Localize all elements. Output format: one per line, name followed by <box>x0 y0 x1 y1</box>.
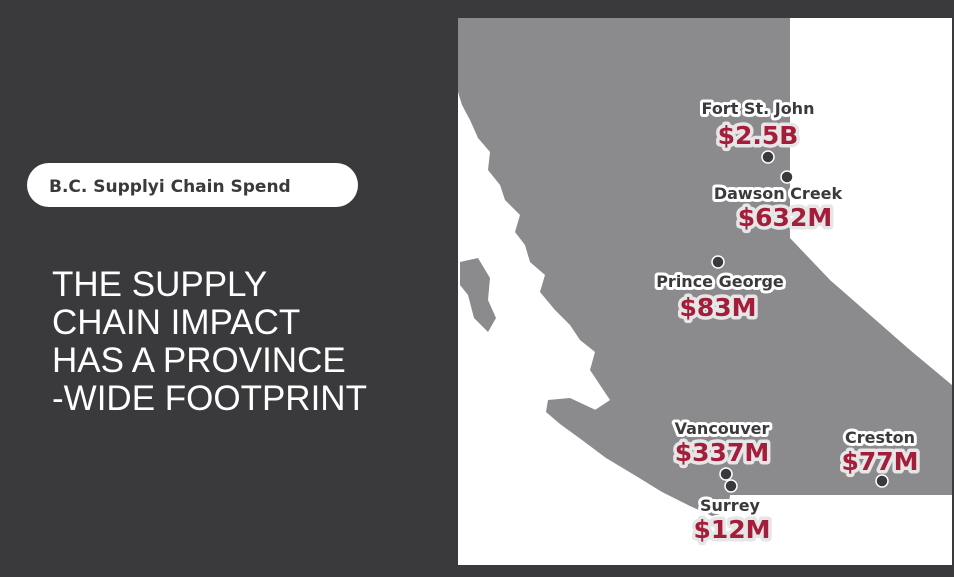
city-name: Dawson Creek <box>714 184 843 203</box>
headline-line: -WIDE FOOTPRINT <box>52 379 367 418</box>
city-dot <box>724 479 738 493</box>
city-value: $337M <box>675 438 769 467</box>
city-dot <box>761 150 775 164</box>
city-value: $2.5B <box>718 121 799 150</box>
map <box>458 18 952 516</box>
haida-gwaii <box>460 258 496 332</box>
city-name: Surrey <box>700 496 761 515</box>
mainland <box>458 18 952 495</box>
city-name: Creston <box>845 428 915 447</box>
headline-line: THE SUPPLY <box>52 265 267 304</box>
headline-line: CHAIN IMPACT <box>52 303 300 342</box>
city-dot <box>719 467 733 481</box>
city-dot <box>711 255 725 269</box>
headline-line: HAS A PROVINCE <box>52 341 346 380</box>
label-pill <box>27 163 358 207</box>
city-value: $83M <box>679 293 756 322</box>
city-value: $77M <box>841 447 918 476</box>
label: B.C. Supplyi Chain Spend <box>49 177 291 197</box>
city-value: $12M <box>693 515 770 544</box>
city-name: Fort St. John <box>702 99 815 118</box>
cities: Fort St. John $2.5B Dawson Creek$632M Princ… <box>653 96 922 548</box>
city-dot <box>780 170 794 184</box>
city-value: $632M <box>738 203 832 232</box>
city-name: Prince George <box>656 272 784 291</box>
vancouver-island <box>546 398 730 516</box>
city-dot <box>875 474 889 488</box>
city-name: Vancouver <box>675 419 770 438</box>
